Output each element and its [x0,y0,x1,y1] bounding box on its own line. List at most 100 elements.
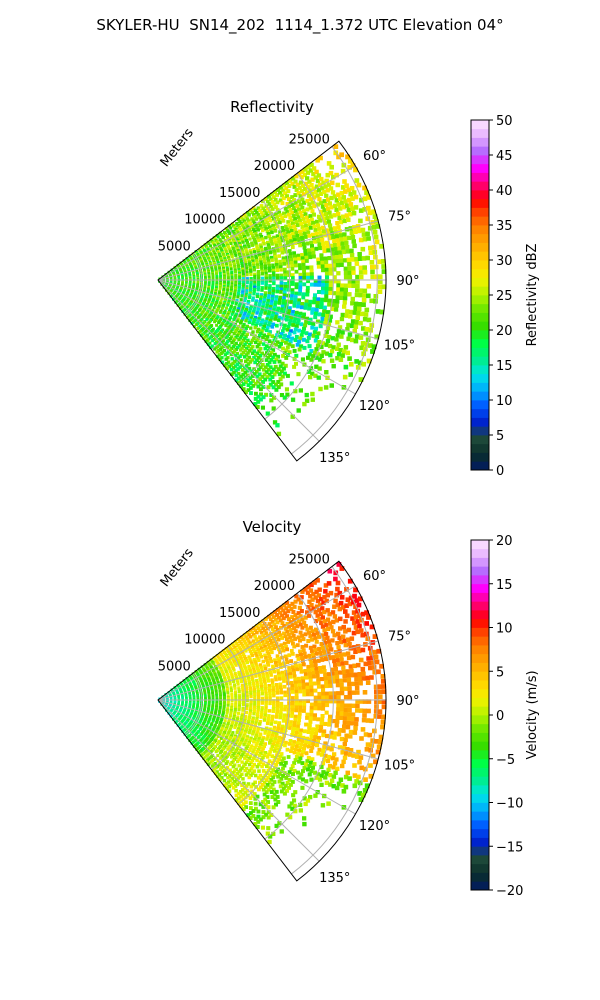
radar-gate [256,285,260,290]
radar-gate [253,703,257,707]
radar-gate [325,310,330,315]
radar-gate [250,675,254,679]
radar-gate [235,717,239,721]
radar-gate [278,242,283,247]
radar-gate [236,367,240,371]
radar-gate [243,718,247,723]
radar-gate [234,654,238,659]
radar-gate [282,211,286,216]
colorbar-swatch [471,417,489,427]
radar-gate [320,290,325,295]
radar-gate [282,296,286,300]
radar-gate [246,721,250,726]
radar-gate [274,205,278,209]
radar-gate [247,311,251,315]
radar-gate [240,716,244,720]
radar-gate [304,398,310,403]
radar-gate [240,363,244,368]
radar-gate [241,284,245,288]
radar-gate [370,349,375,354]
radar-gate [250,243,255,247]
radar-gate [225,671,229,675]
radar-gate [332,203,338,209]
radar-gate [240,352,244,357]
radar-gate [312,330,317,335]
radar-gate [318,386,323,392]
radar-gate [291,176,296,181]
radar-gate [228,260,232,264]
radar-gate [309,265,314,270]
radar-gate [226,688,229,691]
radar-gate [237,670,241,674]
radar-gate [234,695,238,699]
radar-gate [240,249,245,253]
radar-gate [277,344,282,349]
radar-gate [274,342,279,347]
radar-gate [320,186,325,191]
radar-gate [330,190,336,195]
radar-gate [235,300,239,304]
radar-gate [202,756,206,760]
radar-gate [226,702,230,706]
radar-gate [251,345,255,349]
radar-gate [300,213,305,218]
radar-gate [249,304,253,309]
radar-gate [304,392,309,398]
radar-gate [234,697,238,701]
radar-gate [289,261,294,265]
radar-gate [297,339,302,344]
radar-gate [302,282,307,287]
radar-gate [234,748,239,752]
radar-gate [252,268,256,272]
radar-gate [276,217,281,222]
radar-gate [237,290,241,294]
radar-gate [282,290,287,295]
radar-gate [236,680,240,684]
radar-gate [230,692,234,696]
radar-gate [229,710,233,714]
radar-gate [350,301,355,306]
radar-gate [226,721,230,725]
radar-gate [268,365,273,370]
radar-gate [308,332,312,337]
radar-gate [323,211,329,217]
radar-gate [346,257,352,263]
radar-gate [206,721,210,725]
radar-gate [311,322,316,327]
radar-gate [284,387,289,392]
radar-gate [280,339,285,343]
radar-gate [243,342,247,346]
colorbar-swatch [471,382,489,392]
radar-gate [379,309,385,315]
colorbar-swatch [471,365,489,375]
colorbar-tick-label: 20 [496,324,513,339]
radar-gate [293,260,298,265]
radar-gate [251,219,256,223]
radar-gate [336,342,341,347]
radar-gate [230,694,234,697]
radar-gate [283,287,287,292]
radar-gate [295,321,300,326]
radar-gate [237,252,242,256]
radar-gate [237,735,241,740]
radar-gate [280,361,285,366]
radar-gate [268,330,272,334]
radar-gate [343,189,348,194]
radar-gate [269,370,274,374]
radar-gate [210,764,214,768]
radar-gate [249,281,253,285]
radar-gate [244,265,248,269]
radar-gate [318,182,323,187]
radar-gate [278,377,283,382]
radar-gate [234,734,238,738]
radar-gate [252,221,257,225]
radar-gate [243,370,248,375]
radar-gate [204,339,208,343]
radar-gate [235,656,239,660]
radar-gate [301,266,306,270]
radar-gate [227,298,231,302]
radar-gate [331,174,336,180]
radar-gate [244,681,248,685]
radar-gate [359,345,364,351]
radar-gate [253,283,257,287]
